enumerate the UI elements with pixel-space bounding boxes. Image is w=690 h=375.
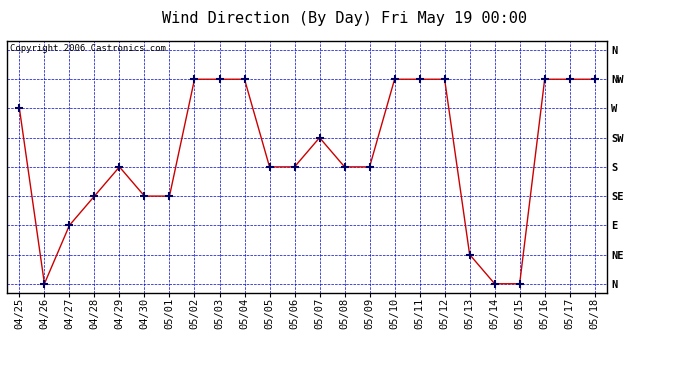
Text: Copyright 2006 Castronics.com: Copyright 2006 Castronics.com (10, 44, 166, 53)
Text: Wind Direction (By Day) Fri May 19 00:00: Wind Direction (By Day) Fri May 19 00:00 (163, 11, 527, 26)
